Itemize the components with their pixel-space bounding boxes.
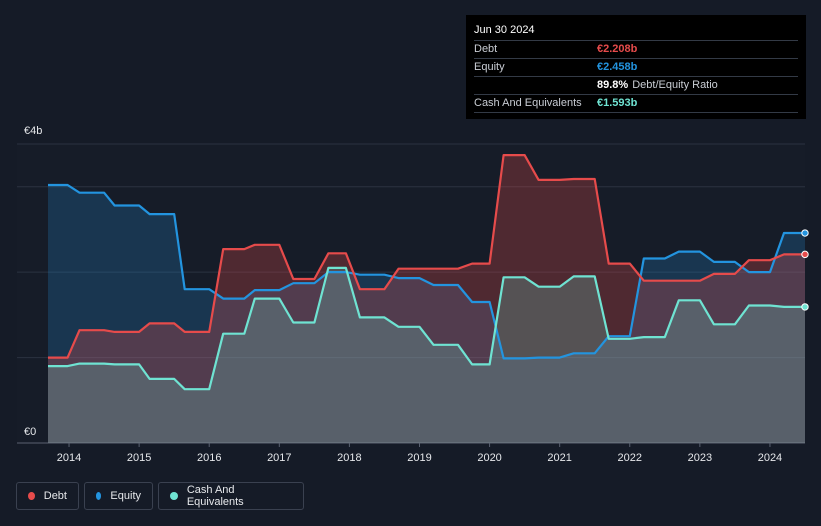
legend-debt-label: Debt: [43, 490, 67, 502]
y-tick-bottom: €0: [24, 426, 37, 438]
tooltip-cash-value: €1.593b: [597, 97, 638, 109]
debt-end-point: [801, 250, 809, 259]
legend-cash-label: Cash And Equivalents: [186, 484, 244, 508]
legend-cash[interactable]: Cash And Equivalents: [158, 482, 304, 510]
tooltip-ratio-label: Debt/Equity Ratio: [632, 79, 718, 91]
x-tick-2021: 2021: [547, 452, 571, 464]
equity-end-point: [801, 229, 809, 237]
x-tick-2020: 2020: [477, 452, 501, 464]
legend-equity-label: Equity: [110, 490, 141, 502]
legend-debt[interactable]: Debt: [16, 482, 79, 510]
x-tick-2019: 2019: [407, 452, 431, 464]
cash-end-point: [801, 303, 809, 311]
tooltip-debt-value: €2.208b: [597, 43, 638, 55]
tooltip-equity-label: Equity: [474, 61, 505, 73]
x-tick-2017: 2017: [267, 452, 291, 464]
x-tick-2014: 2014: [57, 452, 81, 464]
x-tick-2024: 2024: [758, 452, 782, 464]
debt-area: [48, 155, 805, 443]
equity-area: [48, 185, 805, 443]
cash-area: [48, 267, 805, 443]
legend-debt-dot: [28, 492, 35, 500]
legend-equity-dot: [96, 492, 102, 500]
x-tick-2023: 2023: [688, 452, 712, 464]
legend-cash-dot: [170, 492, 178, 500]
tooltip-equity-value: €2.458b: [597, 61, 638, 73]
x-tick-2018: 2018: [337, 452, 361, 464]
x-tick-2016: 2016: [197, 452, 221, 464]
cash-line: [48, 266, 805, 391]
tooltip-date: Jun 30 2024: [474, 23, 798, 41]
plot-background: [17, 144, 805, 443]
data-tooltip: Jun 30 2024 Debt €2.208b Equity €2.458b …: [466, 15, 806, 119]
legend-equity[interactable]: Equity: [84, 482, 153, 510]
tooltip-ratio-value: 89.8%: [597, 79, 629, 91]
y-tick-top: €4b: [24, 125, 43, 137]
tooltip-equity-row: Equity €2.458b: [474, 59, 798, 77]
tooltip-cash-row: Cash And Equivalents €1.593b: [474, 95, 798, 113]
equity-line: [48, 183, 805, 360]
tooltip-debt-label: Debt: [474, 43, 498, 55]
debt-line: [48, 154, 805, 359]
tooltip-ratio-row: 89.8% Debt/Equity Ratio: [474, 77, 798, 95]
tooltip-debt-row: Debt €2.208b: [474, 41, 798, 59]
x-tick-2022: 2022: [618, 452, 642, 464]
tooltip-cash-label: Cash And Equivalents: [474, 97, 582, 109]
x-tick-2015: 2015: [127, 452, 151, 464]
